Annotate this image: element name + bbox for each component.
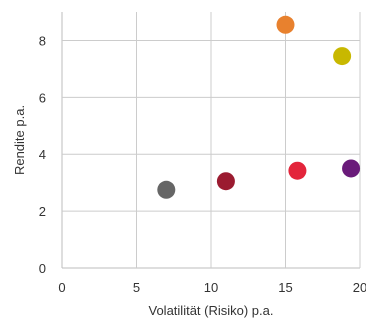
data-point <box>216 172 235 191</box>
data-point <box>333 47 352 66</box>
data-point <box>342 159 361 178</box>
y-axis-title: Rendite p.a. <box>12 105 27 175</box>
data-point <box>288 161 307 180</box>
x-tick-label: 5 <box>133 280 140 295</box>
y-tick-label: 6 <box>39 90 46 105</box>
y-axis-ticks: 0 2 4 6 8 <box>39 33 46 276</box>
x-tick-label: 20 <box>353 280 366 295</box>
y-tick-label: 8 <box>39 33 46 48</box>
x-tick-label: 10 <box>204 280 218 295</box>
x-tick-label: 0 <box>58 280 65 295</box>
data-point <box>276 15 295 34</box>
y-tick-label: 2 <box>39 204 46 219</box>
x-axis-title: Volatilität (Risiko) p.a. <box>149 303 274 318</box>
y-tick-label: 0 <box>39 261 46 276</box>
y-tick-label: 4 <box>39 147 46 162</box>
data-points <box>157 15 361 199</box>
data-point <box>157 180 176 199</box>
grid <box>61 12 361 269</box>
x-axis-ticks: 0 5 10 15 20 <box>58 280 366 295</box>
x-tick-label: 15 <box>278 280 292 295</box>
